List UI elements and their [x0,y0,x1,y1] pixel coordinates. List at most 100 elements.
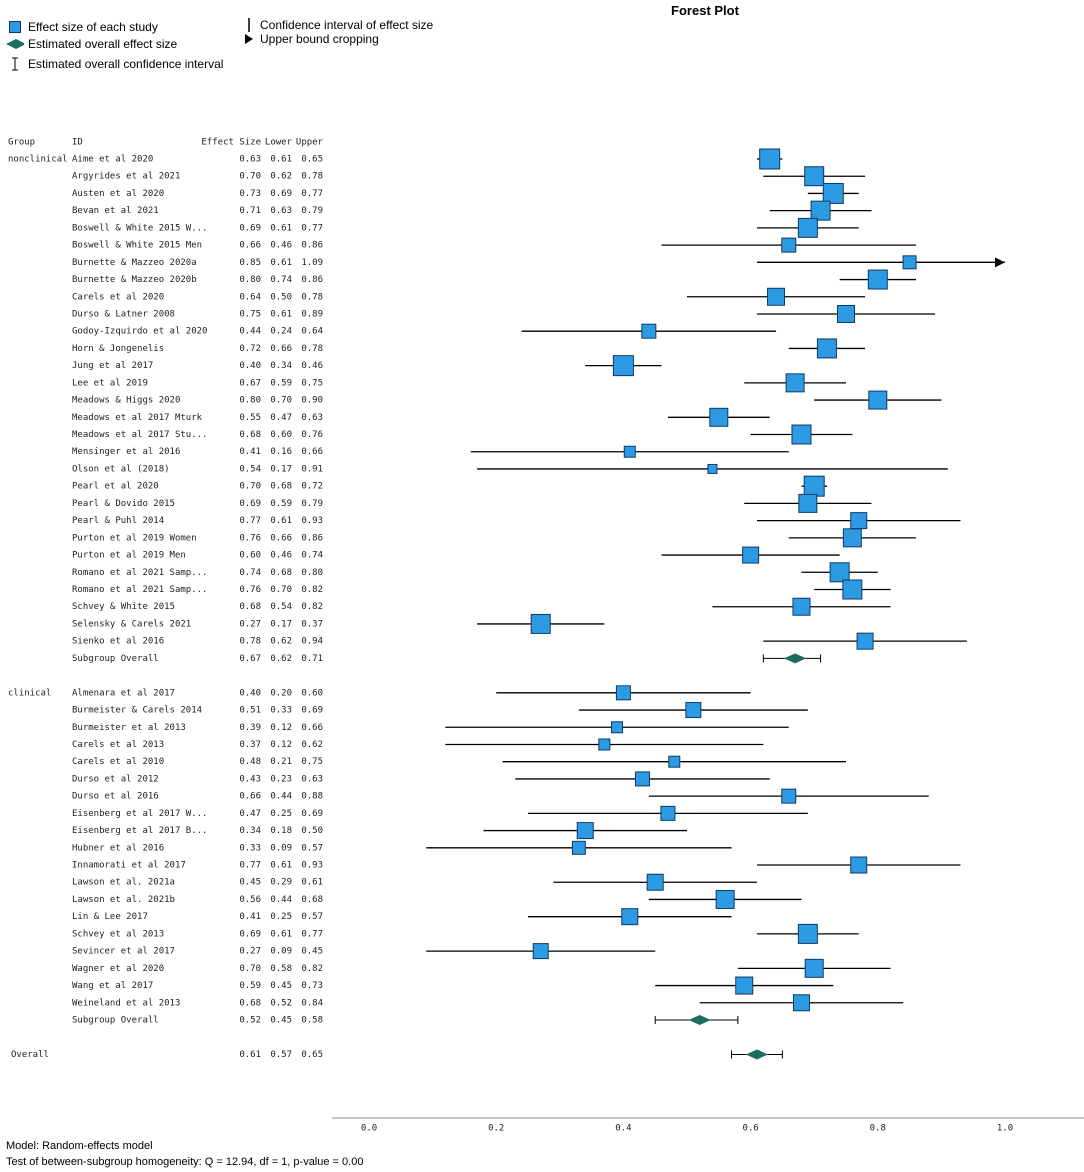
study-lower: 0.59 [270,378,292,388]
study-lower: 0.12 [270,740,292,750]
study-effect-size: 0.60 [239,551,261,561]
study-upper: 0.46 [301,361,323,371]
study-lower: 0.70 [270,396,292,406]
study-lower: 0.66 [270,533,292,543]
study-effect-size: 0.40 [239,688,261,698]
study-id: Burnette & Mazzeo 2020a [72,258,197,268]
ci-bar-icon [6,57,24,71]
subgroup-overall-lower: 0.45 [270,1016,292,1026]
legend-item-effect-size: Effect size of each study [6,18,223,35]
study-upper: 0.63 [301,413,323,423]
study-effect-size: 0.51 [239,706,261,716]
study-effect-size: 0.34 [239,826,261,836]
study-upper: 0.61 [301,878,323,888]
study-effect-size: 0.73 [239,189,261,199]
study-upper: 0.79 [301,499,323,509]
effect-size-box [850,856,868,874]
x-tick-label: 0.4 [615,1124,631,1134]
study-effect-size: 0.71 [239,206,261,216]
study-upper: 0.63 [301,774,323,784]
square-icon [6,20,24,33]
effect-size-box [798,493,818,513]
study-effect-size: 0.45 [239,878,261,888]
study-id: Durso et al 2016 [72,792,159,802]
legend-label: Estimated overall effect size [28,36,178,51]
study-id: Lee et al 2019 [72,378,148,388]
study-upper: 0.66 [301,447,323,457]
study-upper: 0.94 [301,637,323,647]
legend-label: Confidence interval of effect size [260,18,434,32]
study-effect-size: 0.68 [239,430,261,440]
study-id: Lin & Lee 2017 [72,912,148,922]
effect-size-box [742,546,760,564]
study-id: Lawson et al. 2021b [72,895,175,905]
study-id: Austen et al 2020 [72,189,164,199]
diamond-icon [6,38,24,49]
study-effect-size: 0.55 [239,413,261,423]
study-id: Eisenberg et al 2017 B... [72,826,207,836]
study-id: Burmeister & Carels 2014 [72,706,202,716]
study-effect-size: 0.43 [239,774,261,784]
study-lower: 0.25 [270,912,292,922]
study-upper: 0.77 [301,223,323,233]
study-upper: 0.57 [301,912,323,922]
study-lower: 0.62 [270,637,292,647]
study-id: Boswell & White 2015 W... [72,223,207,233]
subgroup-overall-label: Subgroup Overall [72,654,159,664]
study-id: Carels et al 2020 [72,292,164,302]
legend-item-overall-effect: Estimated overall effect size [6,35,223,52]
subgroup-overall-effect-size: 0.67 [239,654,261,664]
study-upper: 0.77 [301,189,323,199]
study-effect-size: 0.67 [239,378,261,388]
study-id: Durso et al 2012 [72,774,159,784]
study-upper: 0.62 [301,740,323,750]
legend-item-overall-ci: Estimated overall confidence interval [6,55,223,72]
study-lower: 0.61 [270,155,292,165]
forest-plot: Group ID Effect Size Lower Upper nonclinical A… [8,138,1084,1134]
study-effect-size: 0.66 [239,792,261,802]
study-upper: 0.76 [301,430,323,440]
effect-size-box [829,562,850,583]
study-lower: 0.44 [270,792,292,802]
study-effect-size: 0.27 [239,947,261,957]
x-tick-label: 1.0 [997,1124,1013,1134]
effect-size-box [576,822,594,840]
study-upper: 0.57 [301,843,323,853]
study-lower: 0.46 [270,551,292,561]
study-id: Durso & Latner 2008 [72,309,175,319]
study-id: Carels et al 2013 [72,740,164,750]
effect-size-box [767,287,786,306]
study-lower: 0.61 [270,258,292,268]
study-effect-size: 0.44 [239,327,261,337]
study-upper: 0.37 [301,619,323,629]
x-tick-label: 0.2 [488,1124,504,1134]
study-lower: 0.74 [270,275,292,285]
study-id: Sienko et al 2016 [72,637,164,647]
column-header-group: Group [8,138,35,148]
effect-size-box [759,148,781,170]
x-tick-label: 0.0 [361,1124,377,1134]
study-upper: 0.78 [301,172,323,182]
study-id: Weineland et al 2013 [72,998,180,1008]
study-id: Purton et al 2019 Men [72,551,186,561]
study-effect-size: 0.85 [239,258,261,268]
study-effect-size: 0.80 [239,275,261,285]
effect-size-box [785,373,805,393]
study-effect-size: 0.48 [239,757,261,767]
study-lower: 0.44 [270,895,292,905]
study-id: Pearl & Dovido 2015 [72,499,175,509]
study-effect-size: 0.69 [239,929,261,939]
legend-left: Effect size of each study Estimated over… [6,18,223,72]
study-id: Godoy-Izquirdo et al 2020 [72,327,207,337]
chart-title: Forest Plot [671,3,739,18]
study-upper: 0.82 [301,602,323,612]
subgroup-overall-lower: 0.62 [270,654,292,664]
study-lower: 0.23 [270,774,292,784]
legend-label: Effect size of each study [28,19,158,34]
study-lower: 0.47 [270,413,292,423]
column-header-upper: Upper [296,138,324,148]
effect-size-box [792,994,810,1012]
study-id: Argyrides et al 2021 [72,172,180,182]
study-lower: 0.61 [270,861,292,871]
study-upper: 0.72 [301,482,323,492]
